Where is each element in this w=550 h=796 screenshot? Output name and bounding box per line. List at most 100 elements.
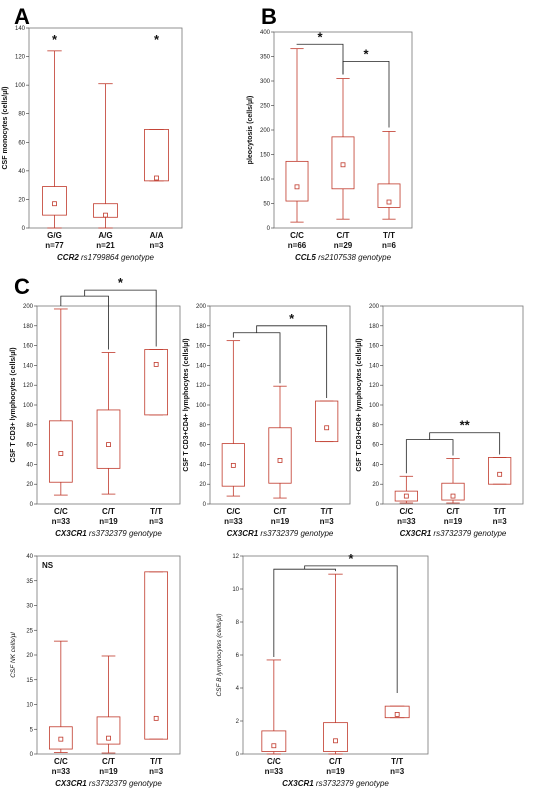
snp-label: rs3732379 genotype bbox=[258, 529, 334, 538]
y-tick-label: 0 bbox=[30, 752, 34, 758]
box-T/T bbox=[144, 571, 169, 740]
median-marker bbox=[154, 175, 159, 181]
median-marker bbox=[58, 736, 64, 742]
n-label: n=33 bbox=[397, 517, 416, 526]
y-tick-label: 140 bbox=[369, 363, 380, 369]
y-tick-label: 200 bbox=[23, 304, 34, 310]
box-T/T bbox=[384, 705, 410, 719]
n-label: n=3 bbox=[320, 517, 335, 526]
iqr-box bbox=[384, 705, 410, 719]
iqr-box bbox=[48, 726, 73, 750]
iqr-box bbox=[285, 160, 309, 202]
y-tick-label: 5 bbox=[30, 727, 34, 733]
significance-star: * bbox=[317, 29, 323, 44]
median-marker bbox=[450, 493, 456, 499]
y-tick-label: 35 bbox=[26, 579, 33, 585]
box-A/A bbox=[144, 129, 169, 182]
y-tick-label: 60 bbox=[26, 443, 33, 449]
n-label: n=33 bbox=[52, 767, 71, 776]
y-tick-label: 60 bbox=[199, 443, 206, 449]
snp-label: rs3732379 genotype bbox=[87, 779, 163, 788]
median-marker bbox=[106, 442, 111, 448]
y-tick-label: 40 bbox=[26, 554, 33, 560]
median-marker bbox=[294, 184, 300, 190]
category-label: C/T bbox=[274, 507, 287, 516]
y-tick-label: 200 bbox=[196, 304, 207, 310]
gene-name: CX3CR1 bbox=[400, 529, 432, 538]
gene-name: CCL5 bbox=[295, 253, 316, 262]
y-tick-label: 120 bbox=[369, 383, 380, 389]
box-A/G bbox=[93, 83, 118, 229]
box-plot-2: 0 50 100 150 200 250 300 350 400 pleocytosis (cel… bbox=[247, 29, 413, 262]
iqr-box bbox=[96, 716, 121, 745]
significance-bracket-group bbox=[232, 332, 281, 384]
n-label: n=19 bbox=[444, 517, 463, 526]
gene-name: CX3CR1 bbox=[55, 529, 87, 538]
category-label: A/G bbox=[98, 231, 112, 240]
y-tick-label: 40 bbox=[18, 169, 25, 175]
significance-bracket-target bbox=[256, 325, 328, 399]
significance-bracket bbox=[342, 61, 390, 128]
box-C/T bbox=[96, 352, 121, 495]
median-marker bbox=[52, 201, 57, 207]
y-tick-label: 20 bbox=[199, 482, 206, 488]
y-tick-label: 0 bbox=[376, 502, 380, 508]
y-tick-label: 80 bbox=[26, 423, 33, 429]
box-C/T bbox=[323, 573, 348, 755]
y-axis-label: CSF T CD3+CD4+ lymphocytes (cells/µl) bbox=[183, 338, 190, 471]
category-label: G/G bbox=[47, 231, 62, 240]
box-C/C bbox=[221, 340, 245, 497]
median-marker bbox=[103, 212, 108, 218]
y-tick-label: 150 bbox=[260, 153, 271, 159]
n-label: n=3 bbox=[390, 767, 405, 776]
y-tick-label: 250 bbox=[260, 104, 271, 110]
y-tick-label: 20 bbox=[26, 653, 33, 659]
significance-ns-label: NS bbox=[42, 561, 54, 570]
n-label: n=19 bbox=[99, 767, 118, 776]
y-tick-label: 120 bbox=[15, 55, 26, 61]
panel-label-b: B bbox=[261, 4, 277, 29]
significance-bracket-target bbox=[84, 289, 157, 347]
box-plot-7: 0 2 4 6 8 10 12 CSF B lymphocytes (cells/µl) C/C… bbox=[216, 551, 429, 788]
category-label: C/C bbox=[54, 757, 68, 766]
y-tick-label: 160 bbox=[369, 344, 380, 350]
n-label: n=21 bbox=[96, 241, 115, 250]
gene-name: CX3CR1 bbox=[227, 529, 259, 538]
iqr-box bbox=[441, 482, 465, 501]
x-axis-label: CX3CR1 rs3732379 genotype bbox=[400, 529, 507, 538]
y-tick-label: 10 bbox=[26, 703, 33, 709]
median-marker bbox=[230, 462, 236, 468]
x-axis-label: CX3CR1 rs3732379 genotype bbox=[55, 779, 162, 788]
y-tick-label: 160 bbox=[23, 344, 34, 350]
y-tick-label: 120 bbox=[196, 383, 207, 389]
y-tick-label: 160 bbox=[196, 344, 207, 350]
y-tick-label: 400 bbox=[260, 30, 271, 36]
snp-label: rs3732379 genotype bbox=[314, 779, 390, 788]
y-tick-label: 30 bbox=[26, 604, 33, 610]
iqr-box bbox=[394, 490, 418, 502]
y-axis-label: CSF monocytes (cells/µl) bbox=[2, 87, 9, 170]
y-tick-label: 60 bbox=[18, 140, 25, 146]
median-marker bbox=[340, 162, 346, 168]
significance-bracket-group bbox=[405, 439, 454, 474]
y-tick-label: 50 bbox=[263, 202, 270, 208]
y-tick-label: 140 bbox=[196, 363, 207, 369]
y-tick-label: 180 bbox=[196, 324, 207, 330]
gene-name: CCR2 bbox=[57, 253, 79, 262]
median-marker bbox=[394, 712, 400, 717]
y-tick-label: 25 bbox=[26, 628, 33, 634]
iqr-box bbox=[331, 136, 355, 190]
box-T/T bbox=[377, 131, 401, 220]
n-label: n=19 bbox=[271, 517, 290, 526]
panel-label-a: A bbox=[14, 4, 30, 29]
y-tick-label: 0 bbox=[22, 226, 26, 232]
y-tick-label: 20 bbox=[26, 482, 33, 488]
box-C/T bbox=[441, 458, 465, 504]
gene-name: CX3CR1 bbox=[282, 779, 314, 788]
iqr-box bbox=[221, 443, 245, 487]
box-C/C bbox=[48, 640, 73, 753]
iqr-box bbox=[323, 722, 348, 752]
gene-name: CX3CR1 bbox=[55, 779, 87, 788]
significance-star: * bbox=[289, 311, 295, 326]
y-tick-label: 80 bbox=[18, 112, 25, 118]
